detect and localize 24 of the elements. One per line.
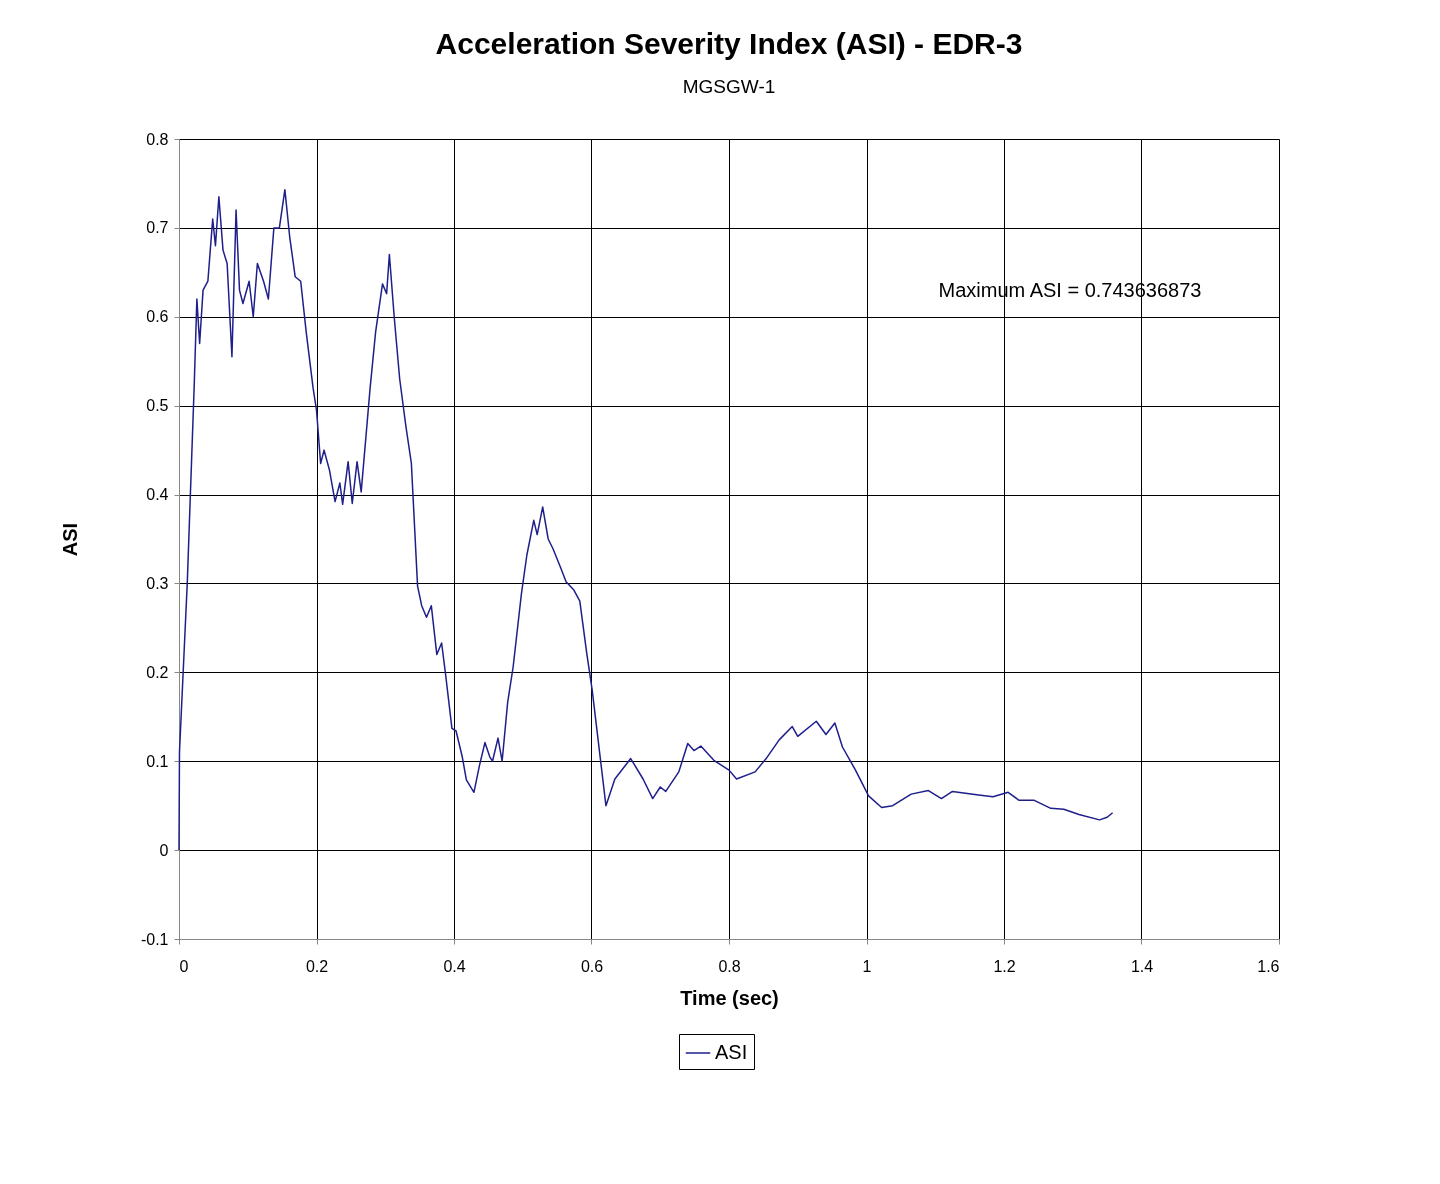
x-tick-label: 1.4: [1130, 957, 1154, 975]
y-tick-label: 0.2: [146, 663, 169, 681]
x-tick-label: 1.2: [993, 957, 1016, 975]
x-tick-label: 0.8: [718, 957, 741, 975]
x-tick-label: 0: [179, 957, 189, 975]
x-tick-label: 1: [862, 957, 872, 975]
x-tick-label: 0.4: [443, 957, 466, 975]
x-axis-title: Time (sec): [680, 986, 779, 1009]
chart-title: Acceleration Severity Index (ASI) - EDR-3: [435, 27, 1023, 60]
y-tick-label: 0.5: [146, 397, 169, 415]
y-tick-label: 0.3: [146, 574, 169, 592]
x-tick-label: 0.6: [580, 957, 604, 975]
y-tick-label: 0.6: [146, 308, 169, 326]
x-tick-label: 1.6: [1257, 957, 1280, 975]
x-tick-label: 0.2: [305, 957, 329, 975]
y-tick-label: -0.1: [140, 930, 169, 948]
chart-subtitle: MGSGW-1: [682, 76, 776, 97]
legend-label: ASI: [715, 1041, 748, 1063]
y-tick-label: 0.8: [146, 130, 169, 148]
y-tick-label: 0.1: [146, 752, 169, 770]
y-tick-label: 0.4: [146, 486, 169, 504]
y-tick-label: 0: [159, 841, 169, 859]
y-tick-label: 0.7: [146, 219, 169, 237]
y-axis-title: ASI: [58, 522, 81, 557]
